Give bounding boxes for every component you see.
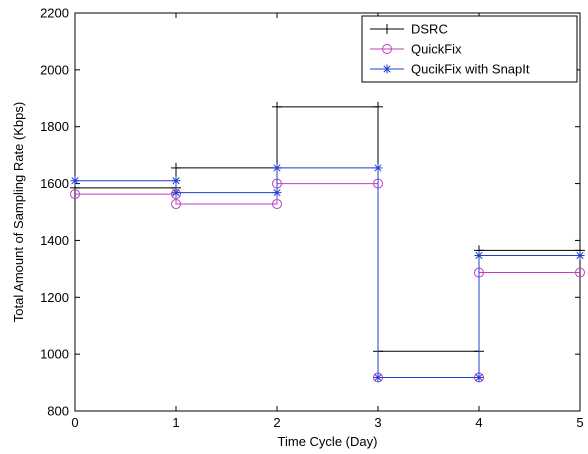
y-tick-label: 1200 [40,290,69,305]
marker-star [373,372,383,382]
marker-circle [382,44,392,54]
marker-plus [171,162,181,173]
marker-star [373,163,383,173]
x-tick-label: 1 [172,415,179,430]
y-tick-label: 1000 [40,347,69,362]
legend-entry: QuickFix [370,42,462,57]
marker-star [575,250,585,260]
marker-plus [382,24,392,34]
legend-label: QucikFix with SnapIt [411,62,530,77]
x-tick-label: 3 [374,415,381,430]
x-tick-label: 2 [273,415,280,430]
y-tick-label: 1800 [40,119,69,134]
x-tick-label: 0 [71,415,78,430]
x-axis-label: Time Cycle (Day) [278,434,378,449]
marker-star [474,372,484,382]
marker-star [272,163,282,173]
legend-label: DSRC [411,22,448,37]
marker-star [171,188,181,198]
y-tick-label: 1600 [40,176,69,191]
marker-circle [575,267,585,278]
legend-entry: DSRC [370,22,448,37]
y-tick-label: 1400 [40,233,69,248]
marker-star [272,188,282,198]
x-tick-label: 4 [475,415,482,430]
marker-star [382,64,392,74]
y-tick-label: 2000 [40,62,69,77]
marker-circle [70,189,80,200]
series-line [75,167,580,378]
series-layer [70,101,585,383]
marker-star [70,176,80,186]
y-tick-label: 800 [47,404,69,419]
series-2 [70,163,585,382]
y-tick-label: 2200 [40,6,69,21]
x-tick-label: 5 [576,415,583,430]
marker-star [171,176,181,186]
legend-entry: QucikFix with SnapIt [370,62,530,77]
y-axis-label: Total Amount of Sampling Rate (Kbps) [11,102,26,322]
marker-circle [272,199,282,210]
marker-circle [171,199,181,210]
axis-ticks: 0 1 2 3 4 5 800 1000 1200 1400 1600 1800 2000 2200 [40,6,584,431]
legend-label: QuickFix [411,42,462,57]
marker-plus [373,101,383,112]
legend: DSRC QuickFix QucikFix with SnapIt [361,15,578,83]
marker-plus [272,101,282,112]
marker-star [474,250,484,260]
